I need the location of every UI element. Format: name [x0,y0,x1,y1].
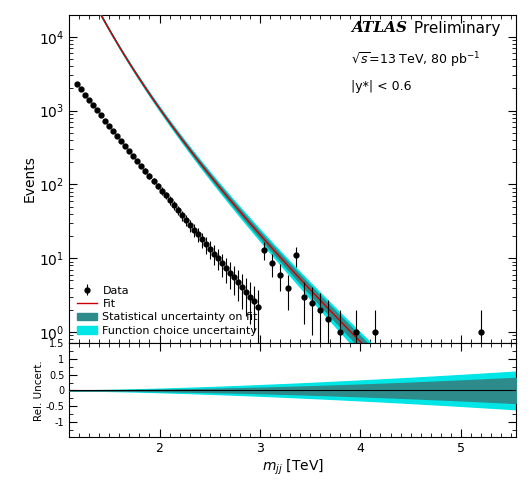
Legend: Data, Fit, Statistical uncertainty on fit, Function choice uncertainty: Data, Fit, Statistical uncertainty on fi… [74,283,260,338]
Fit [283,261,289,267]
Text: ATLAS: ATLAS [351,21,406,35]
Line: Fit: Fit [69,0,516,486]
Fit [271,248,278,254]
Text: |y*| < 0.6: |y*| < 0.6 [351,80,411,93]
X-axis label: $m_{jj}$ [TeV]: $m_{jj}$ [TeV] [262,458,323,477]
Fit [500,480,506,486]
Fit [500,480,506,486]
Text: $\sqrt{s}$=13 TeV, 80 pb$^{-1}$: $\sqrt{s}$=13 TeV, 80 pb$^{-1}$ [351,51,480,70]
Fit [89,0,95,1]
Text: Preliminary: Preliminary [409,21,500,36]
Fit [418,399,424,405]
Y-axis label: Rel. Uncert.: Rel. Uncert. [34,360,44,421]
Y-axis label: Events: Events [22,156,36,203]
